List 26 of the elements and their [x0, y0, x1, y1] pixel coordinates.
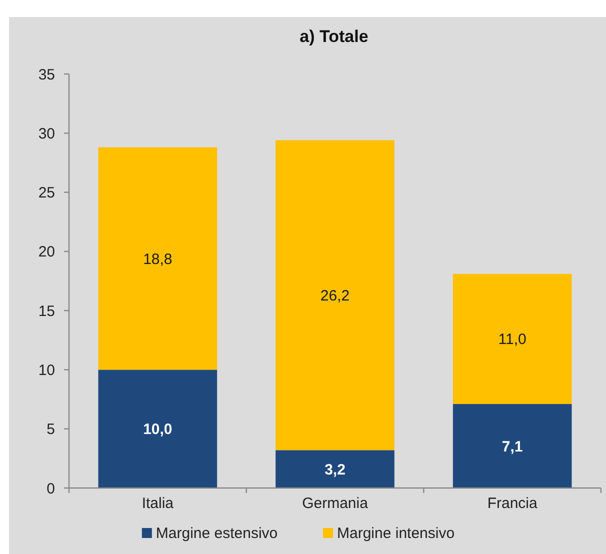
data-label: 11,0 — [498, 331, 526, 348]
y-tick-label: 15 — [38, 302, 55, 320]
y-tick-label: 30 — [38, 125, 55, 142]
y-tick-label: 10 — [38, 362, 55, 379]
bar — [452, 274, 572, 404]
y-tick-label: 35 — [38, 66, 55, 84]
bar — [276, 450, 394, 488]
bar — [452, 404, 572, 488]
y-tick-label: 25 — [38, 184, 55, 202]
legend-label: Margine intensivo — [337, 525, 455, 542]
chart-title: a) Totale — [300, 27, 368, 46]
x-tick-label: Italia — [142, 495, 174, 512]
bar — [98, 370, 218, 488]
legend-label: Margine estensivo — [156, 525, 278, 542]
data-label: 7,1 — [502, 438, 523, 456]
data-label: 26,2 — [320, 287, 350, 304]
y-tick-label: 5 — [46, 421, 55, 438]
data-label: 10,0 — [143, 421, 172, 438]
x-tick-label: Germania — [302, 495, 369, 512]
y-tick-label: 20 — [38, 244, 55, 261]
x-tick-label: Francia — [487, 495, 538, 512]
bar — [98, 147, 218, 370]
y-tick-label: 0 — [46, 480, 55, 498]
data-label: 18,8 — [143, 250, 172, 268]
data-label: 3,2 — [324, 461, 346, 478]
bar — [276, 140, 394, 450]
